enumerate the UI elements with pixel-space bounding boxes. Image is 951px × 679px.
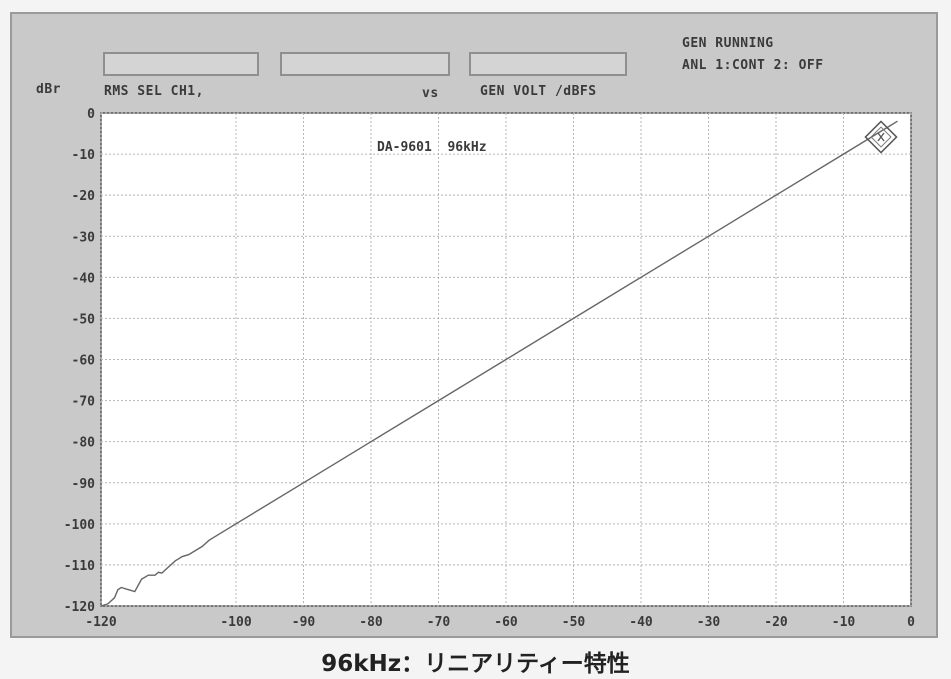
y-tick-label: -30 — [72, 230, 96, 245]
x-tick-label: -50 — [562, 615, 586, 630]
x-tick-label: 0 — [907, 615, 915, 630]
y-tick-label: -60 — [72, 354, 96, 369]
y-tick-label: -10 — [72, 148, 96, 163]
y-unit-label: dBr — [36, 82, 61, 97]
x-axis-ticks: -120 -100 -90 -80 -70 -60 -50 -40 -30 -20 -10 0 — [85, 615, 915, 630]
y-tick-label: 0 — [87, 107, 95, 122]
y-tick-label: -110 — [64, 559, 95, 574]
x-tick-label: -100 — [220, 615, 251, 630]
series-line — [100, 120, 898, 607]
x-tick-label: -60 — [494, 615, 518, 630]
x-tick-label: -70 — [427, 615, 451, 630]
x-tick-label: -30 — [697, 615, 721, 630]
y-tick-label: -50 — [72, 312, 96, 327]
y-tick-label: -80 — [72, 436, 96, 451]
rs-logo-icon — [864, 120, 898, 154]
header-box-1 — [103, 52, 259, 76]
y-tick-label: -40 — [72, 271, 96, 286]
x-measure-label: GEN VOLT /dBFS — [480, 84, 597, 99]
header-box-2 — [280, 52, 450, 76]
series-layer — [100, 120, 898, 607]
x-tick-label: -20 — [764, 615, 788, 630]
y-tick-label: -70 — [72, 395, 96, 410]
y-tick-label: -20 — [72, 189, 96, 204]
y-tick-label: -120 — [64, 600, 95, 615]
x-tick-label: -90 — [292, 615, 316, 630]
y-tick-label: -90 — [72, 477, 96, 492]
chart-title: DA-9601 96kHz — [377, 140, 487, 155]
status-line-2: ANL 1:CONT 2: OFF — [682, 58, 824, 73]
x-tick-label: -10 — [832, 615, 856, 630]
vs-label: vs — [422, 86, 439, 101]
y-axis-ticks: 0 -10 -20 -30 -40 -50 -60 -70 -80 -90 -100 -110 -120 — [64, 107, 95, 615]
x-tick-label: -40 — [629, 615, 653, 630]
x-tick-label: -120 — [85, 615, 116, 630]
figure-caption: 96kHz：リニアリティー特性 — [321, 651, 630, 677]
measure-label: RMS SEL CH1, — [104, 84, 204, 99]
y-tick-label: -100 — [64, 518, 95, 533]
header-box-3 — [469, 52, 627, 76]
x-tick-label: -80 — [359, 615, 383, 630]
status-line-1: GEN RUNNING — [682, 36, 774, 51]
